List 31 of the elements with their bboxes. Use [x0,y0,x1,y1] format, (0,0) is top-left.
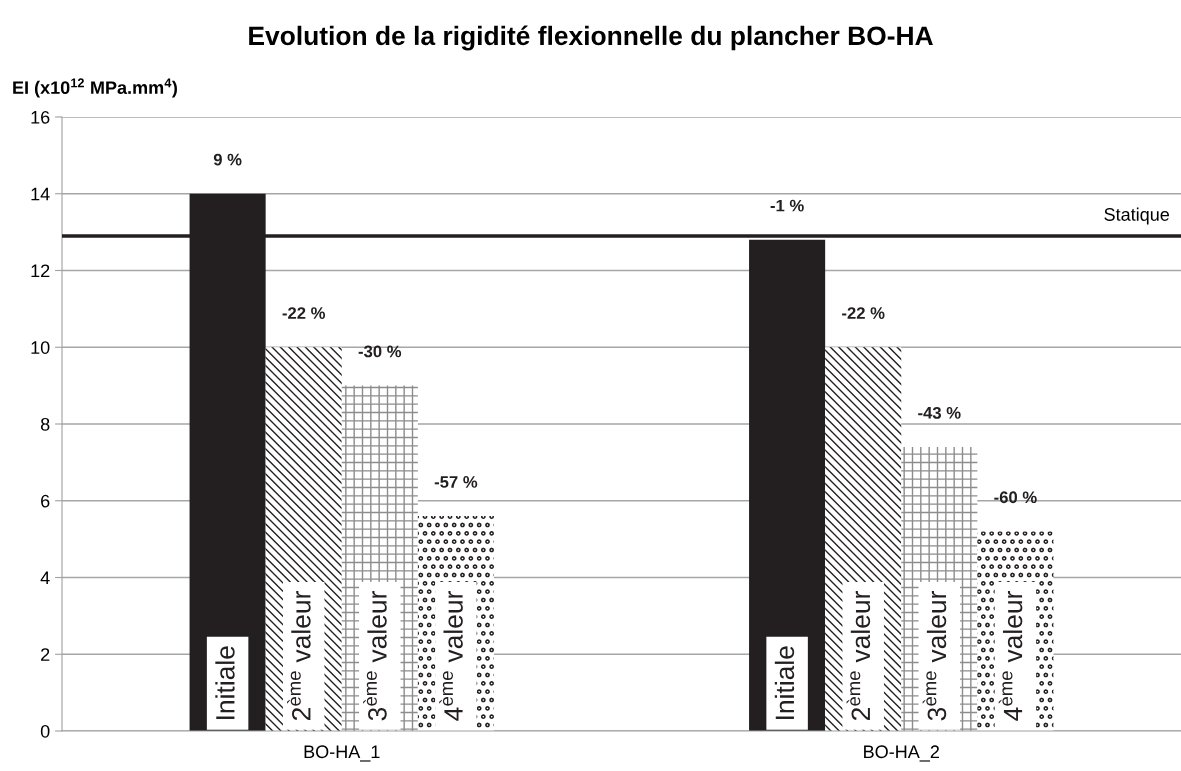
annotation: -1 % [770,199,804,212]
x-tick-label: BO-HA_1 [304,745,380,762]
text: 2$^{ème}$ valeur [846,591,871,721]
y-tick-label: 4 [40,571,50,585]
y-tick-label: 8 [40,417,50,431]
y-tick-label: 12 [31,264,50,278]
annotation: -43 % [918,406,961,419]
y-tick-label: 16 [31,110,50,124]
annotation: -57 % [434,476,478,488]
text: Initiale [774,646,795,719]
annotation: -22 % [282,307,326,319]
series-label: 3$^{ème}$ valeur [363,591,387,721]
annotation: -30 % [358,345,402,358]
bar [749,239,826,731]
y-axis-title: EI (x10$^{12}$ MPa.mm$^{4}$) [13,78,177,98]
x-tick-label: BO-HA_2 [864,745,939,762]
annotation: 9 % [213,153,242,166]
annotation: -60 % [994,491,1037,504]
y-tick-label: 6 [41,494,50,508]
text: 3$^{ème}$ valeur [922,591,947,721]
y-tick-label: 14 [31,187,50,201]
y-tick-label: 10 [31,341,50,354]
y-tick-label: 2 [41,648,50,661]
text: 4$^{ème}$ valeur [998,591,1023,721]
ref-line-label: Statique [1104,207,1170,225]
series-label: 2$^{ème}$ valeur [287,591,311,721]
y-tick-label: 0 [40,724,50,738]
series-label: 4$^{ème}$ valeur [439,591,463,721]
chart-title: Evolution de la rigidité flexionnelle du plancher BO-HA [249,25,933,51]
annotation: -22 % [842,307,885,319]
series-label: Initiale [215,646,235,719]
